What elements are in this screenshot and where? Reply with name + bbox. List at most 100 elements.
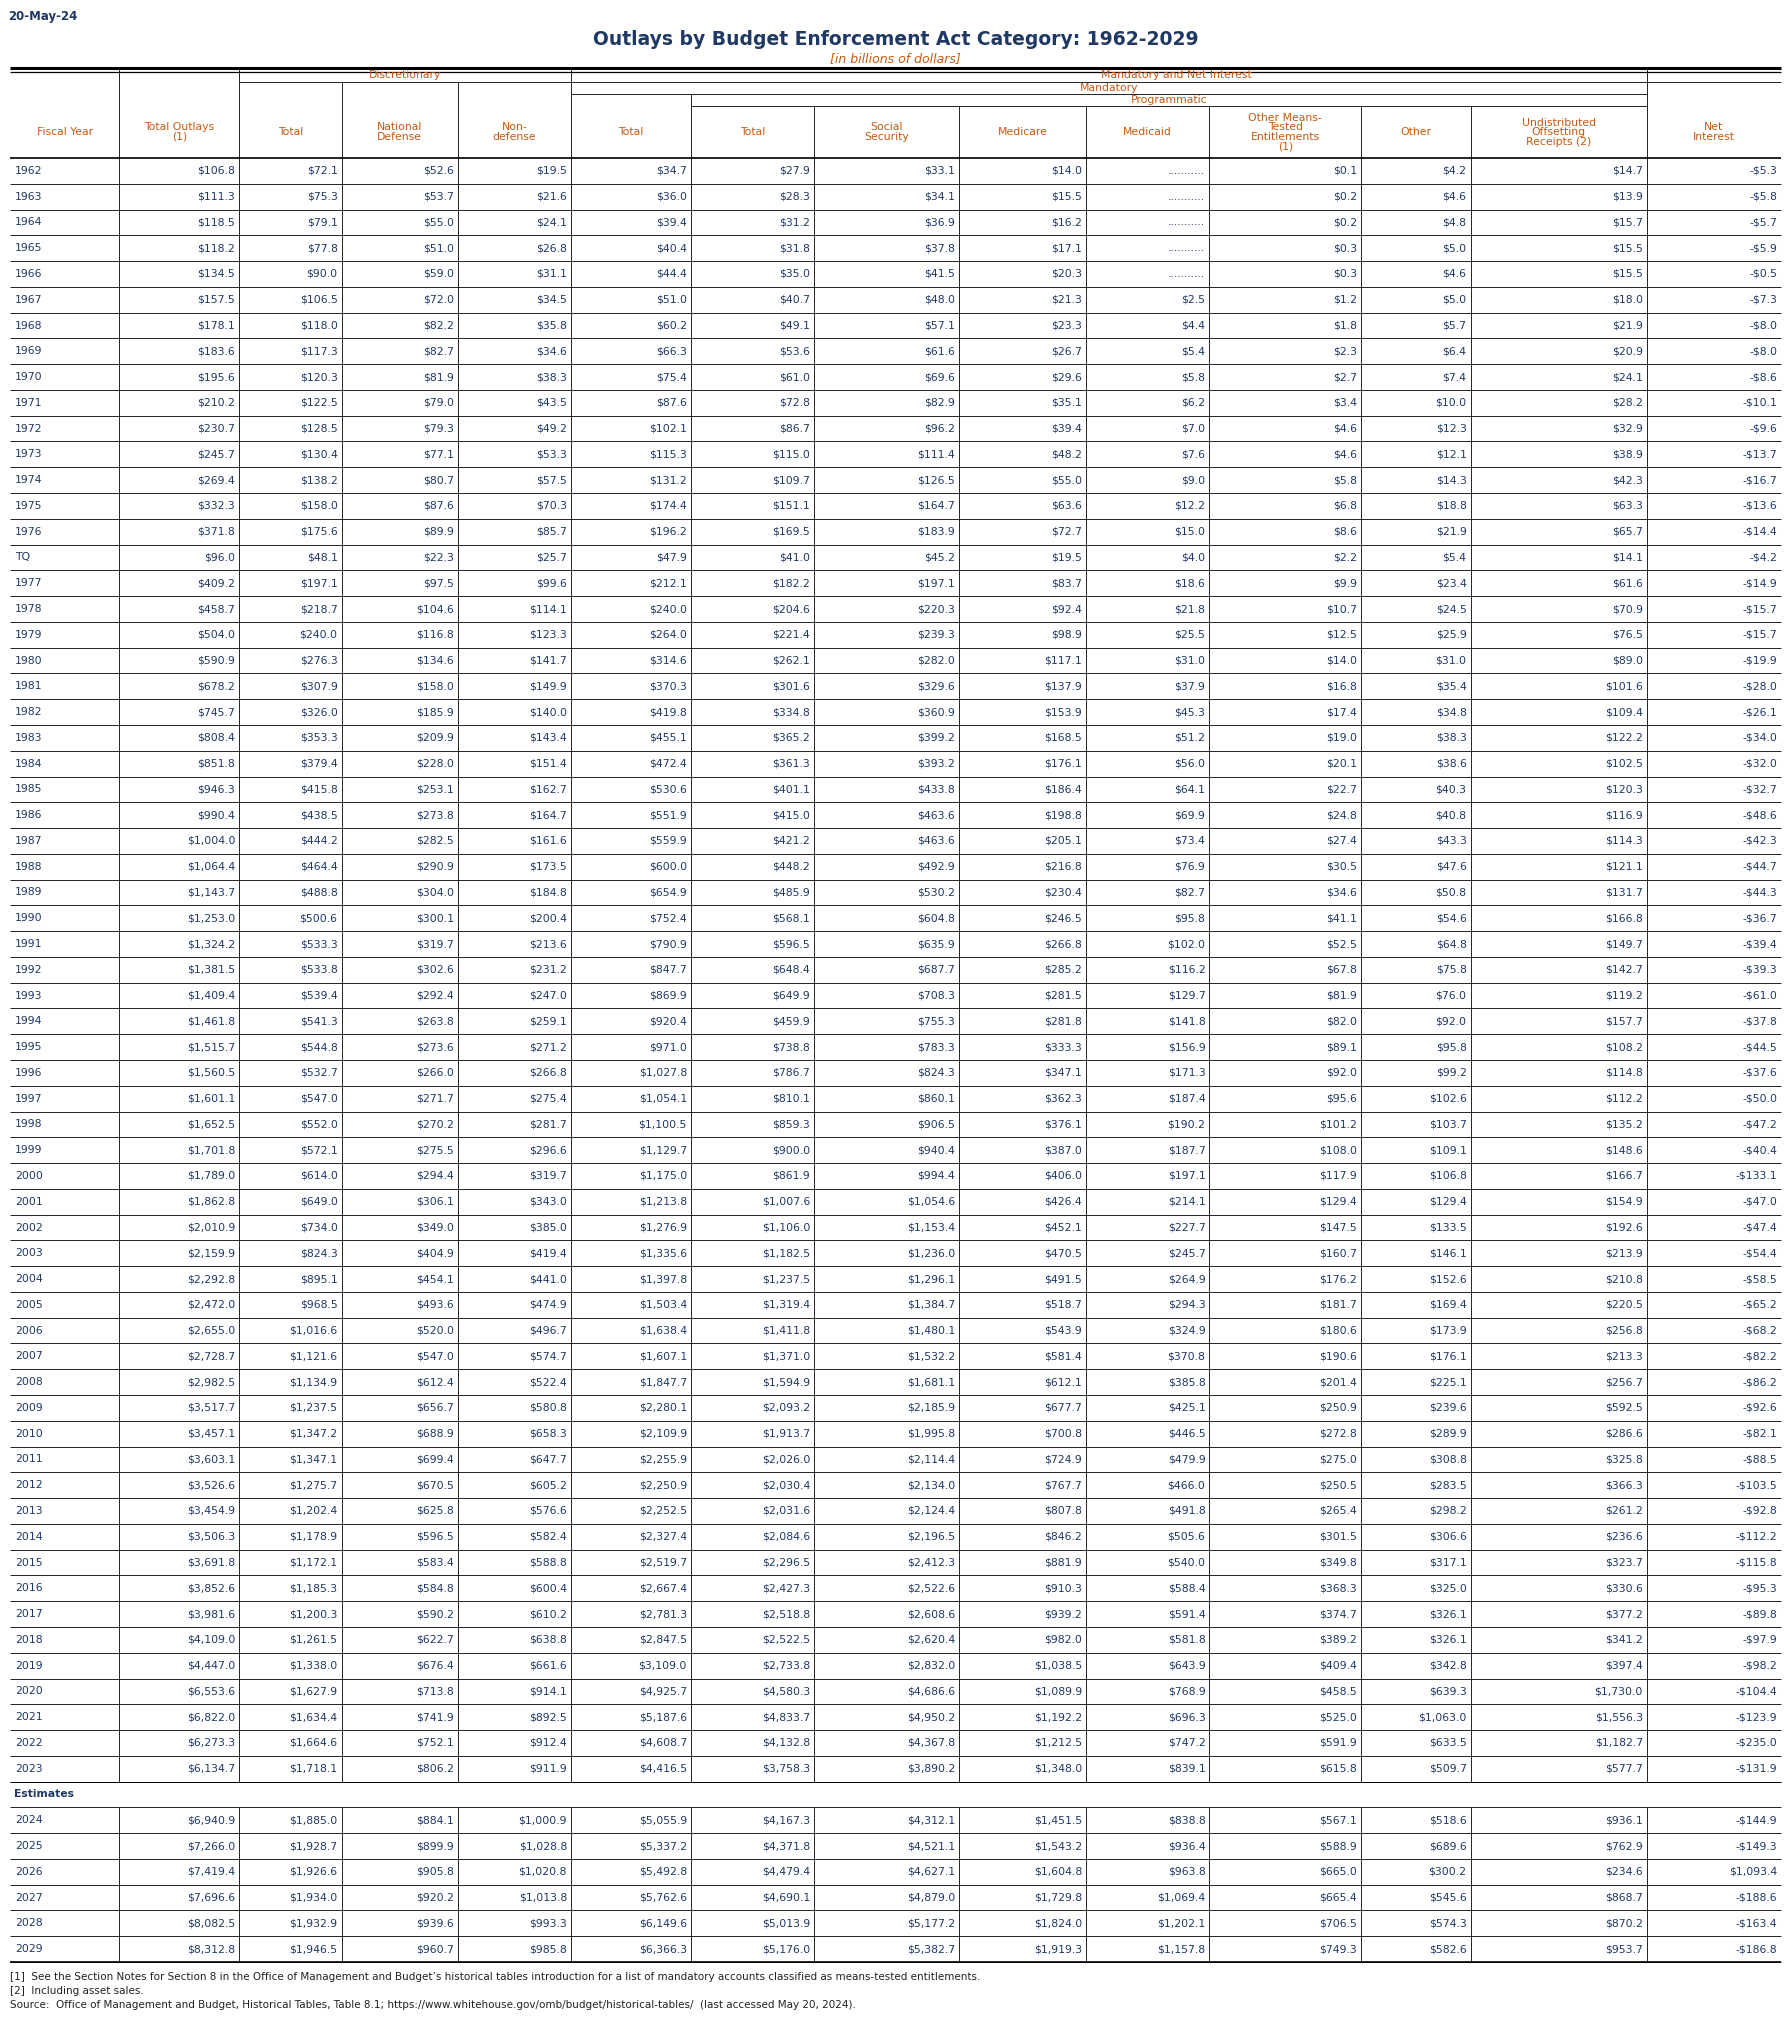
Text: $158.0: $158.0 [299, 500, 338, 510]
Text: 1976: 1976 [14, 526, 43, 537]
Text: $1,928.7: $1,928.7 [290, 1842, 338, 1852]
Text: $266.0: $266.0 [416, 1067, 455, 1077]
Text: $102.0: $102.0 [1168, 940, 1205, 950]
Text: $5,055.9: $5,055.9 [639, 1815, 688, 1825]
Text: $419.8: $419.8 [648, 708, 688, 718]
Text: $612.4: $612.4 [416, 1378, 455, 1388]
Text: $1,634.4: $1,634.4 [290, 1712, 338, 1723]
Text: $590.2: $590.2 [416, 1610, 455, 1620]
Text: $851.8: $851.8 [197, 758, 235, 768]
Text: 2006: 2006 [14, 1325, 43, 1335]
Text: $360.9: $360.9 [917, 708, 955, 718]
Text: $1,926.6: $1,926.6 [290, 1868, 338, 1876]
Text: $541.3: $541.3 [299, 1017, 338, 1027]
Text: $1,451.5: $1,451.5 [1033, 1815, 1082, 1825]
Text: $1,063.0: $1,063.0 [1418, 1712, 1467, 1723]
Text: 2029: 2029 [14, 1944, 43, 1954]
Text: $35.4: $35.4 [1436, 682, 1467, 692]
Text: $869.9: $869.9 [648, 990, 688, 1000]
Text: $1,409.4: $1,409.4 [186, 990, 235, 1000]
Text: $2,196.5: $2,196.5 [906, 1531, 955, 1541]
Text: $479.9: $479.9 [1168, 1454, 1205, 1464]
Text: $4,416.5: $4,416.5 [639, 1763, 688, 1773]
Text: $581.4: $581.4 [1044, 1351, 1082, 1361]
Text: $52.5: $52.5 [1327, 940, 1358, 950]
Text: $31.8: $31.8 [779, 244, 810, 254]
Text: $75.4: $75.4 [656, 371, 688, 381]
Text: Other: Other [1401, 127, 1431, 137]
Text: -$47.2: -$47.2 [1743, 1119, 1777, 1130]
Text: $4.6: $4.6 [1442, 192, 1467, 202]
Text: $1,384.7: $1,384.7 [906, 1299, 955, 1309]
Text: $176.1: $176.1 [1044, 758, 1082, 768]
Text: $131.2: $131.2 [648, 476, 688, 486]
Text: (1): (1) [1277, 141, 1293, 151]
Text: $102.5: $102.5 [1605, 758, 1642, 768]
Text: Mandatory and Net Interest: Mandatory and Net Interest [1101, 71, 1252, 81]
Text: $21.6: $21.6 [536, 192, 568, 202]
Text: $446.5: $446.5 [1168, 1428, 1205, 1438]
Text: $518.6: $518.6 [1429, 1815, 1467, 1825]
Text: $767.7: $767.7 [1044, 1480, 1082, 1491]
Text: ...........: ........... [1168, 268, 1205, 278]
Text: $210.2: $210.2 [197, 397, 235, 407]
Text: $4,312.1: $4,312.1 [906, 1815, 955, 1825]
Text: $639.3: $639.3 [1429, 1686, 1467, 1696]
Text: $53.7: $53.7 [423, 192, 455, 202]
Text: $236.6: $236.6 [1605, 1531, 1642, 1541]
Text: 2019: 2019 [14, 1660, 43, 1670]
Text: 2007: 2007 [14, 1351, 43, 1361]
Text: $79.3: $79.3 [423, 424, 455, 434]
Text: $409.4: $409.4 [1320, 1660, 1358, 1670]
Text: $591.4: $591.4 [1168, 1610, 1205, 1620]
Text: 1965: 1965 [14, 244, 43, 254]
Text: $66.3: $66.3 [656, 347, 688, 357]
Text: $21.9: $21.9 [1612, 321, 1642, 331]
Text: $51.0: $51.0 [656, 294, 688, 305]
Text: $292.4: $292.4 [416, 990, 455, 1000]
Text: $2,114.4: $2,114.4 [906, 1454, 955, 1464]
Text: $13.9: $13.9 [1612, 192, 1642, 202]
Text: $847.7: $847.7 [648, 964, 688, 974]
Text: Receipts (2): Receipts (2) [1526, 137, 1592, 147]
Text: $5,762.6: $5,762.6 [639, 1892, 688, 1902]
Text: $20.3: $20.3 [1051, 268, 1082, 278]
Text: $123.3: $123.3 [528, 629, 568, 639]
Text: $18.8: $18.8 [1436, 500, 1467, 510]
Text: $26.8: $26.8 [536, 244, 568, 254]
Text: $12.1: $12.1 [1436, 450, 1467, 460]
Text: $31.0: $31.0 [1436, 656, 1467, 666]
Text: $67.8: $67.8 [1327, 964, 1358, 974]
Text: $971.0: $971.0 [648, 1043, 688, 1053]
Text: $307.9: $307.9 [299, 682, 338, 692]
Text: 2020: 2020 [14, 1686, 43, 1696]
Text: $590.9: $590.9 [197, 656, 235, 666]
Text: $95.6: $95.6 [1327, 1093, 1358, 1103]
Text: -$28.0: -$28.0 [1743, 682, 1777, 692]
Text: $48.1: $48.1 [306, 553, 338, 563]
Text: $543.9: $543.9 [1044, 1325, 1082, 1335]
Text: $1,202.1: $1,202.1 [1157, 1918, 1205, 1928]
Text: -$15.7: -$15.7 [1743, 603, 1777, 613]
Text: $186.4: $186.4 [1044, 785, 1082, 795]
Text: $470.5: $470.5 [1044, 1249, 1082, 1259]
Text: $34.6: $34.6 [1327, 887, 1358, 898]
Text: $2,832.0: $2,832.0 [906, 1660, 955, 1670]
Text: $574.3: $574.3 [1429, 1918, 1467, 1928]
Text: $2,031.6: $2,031.6 [763, 1507, 810, 1517]
Text: $960.7: $960.7 [416, 1944, 455, 1954]
Text: $2,327.4: $2,327.4 [639, 1531, 688, 1541]
Text: $1,607.1: $1,607.1 [639, 1351, 688, 1361]
Text: $301.6: $301.6 [772, 682, 810, 692]
Text: 1975: 1975 [14, 500, 43, 510]
Text: $708.3: $708.3 [917, 990, 955, 1000]
Text: $1,461.8: $1,461.8 [188, 1017, 235, 1027]
Text: $993.3: $993.3 [528, 1918, 568, 1928]
Text: $491.5: $491.5 [1044, 1275, 1082, 1285]
Text: Other Means-: Other Means- [1248, 113, 1322, 123]
Text: $459.9: $459.9 [772, 1017, 810, 1027]
Text: $419.4: $419.4 [528, 1249, 568, 1259]
Text: $5,492.8: $5,492.8 [639, 1868, 688, 1876]
Text: 2000: 2000 [14, 1172, 43, 1182]
Text: $633.5: $633.5 [1429, 1739, 1467, 1749]
